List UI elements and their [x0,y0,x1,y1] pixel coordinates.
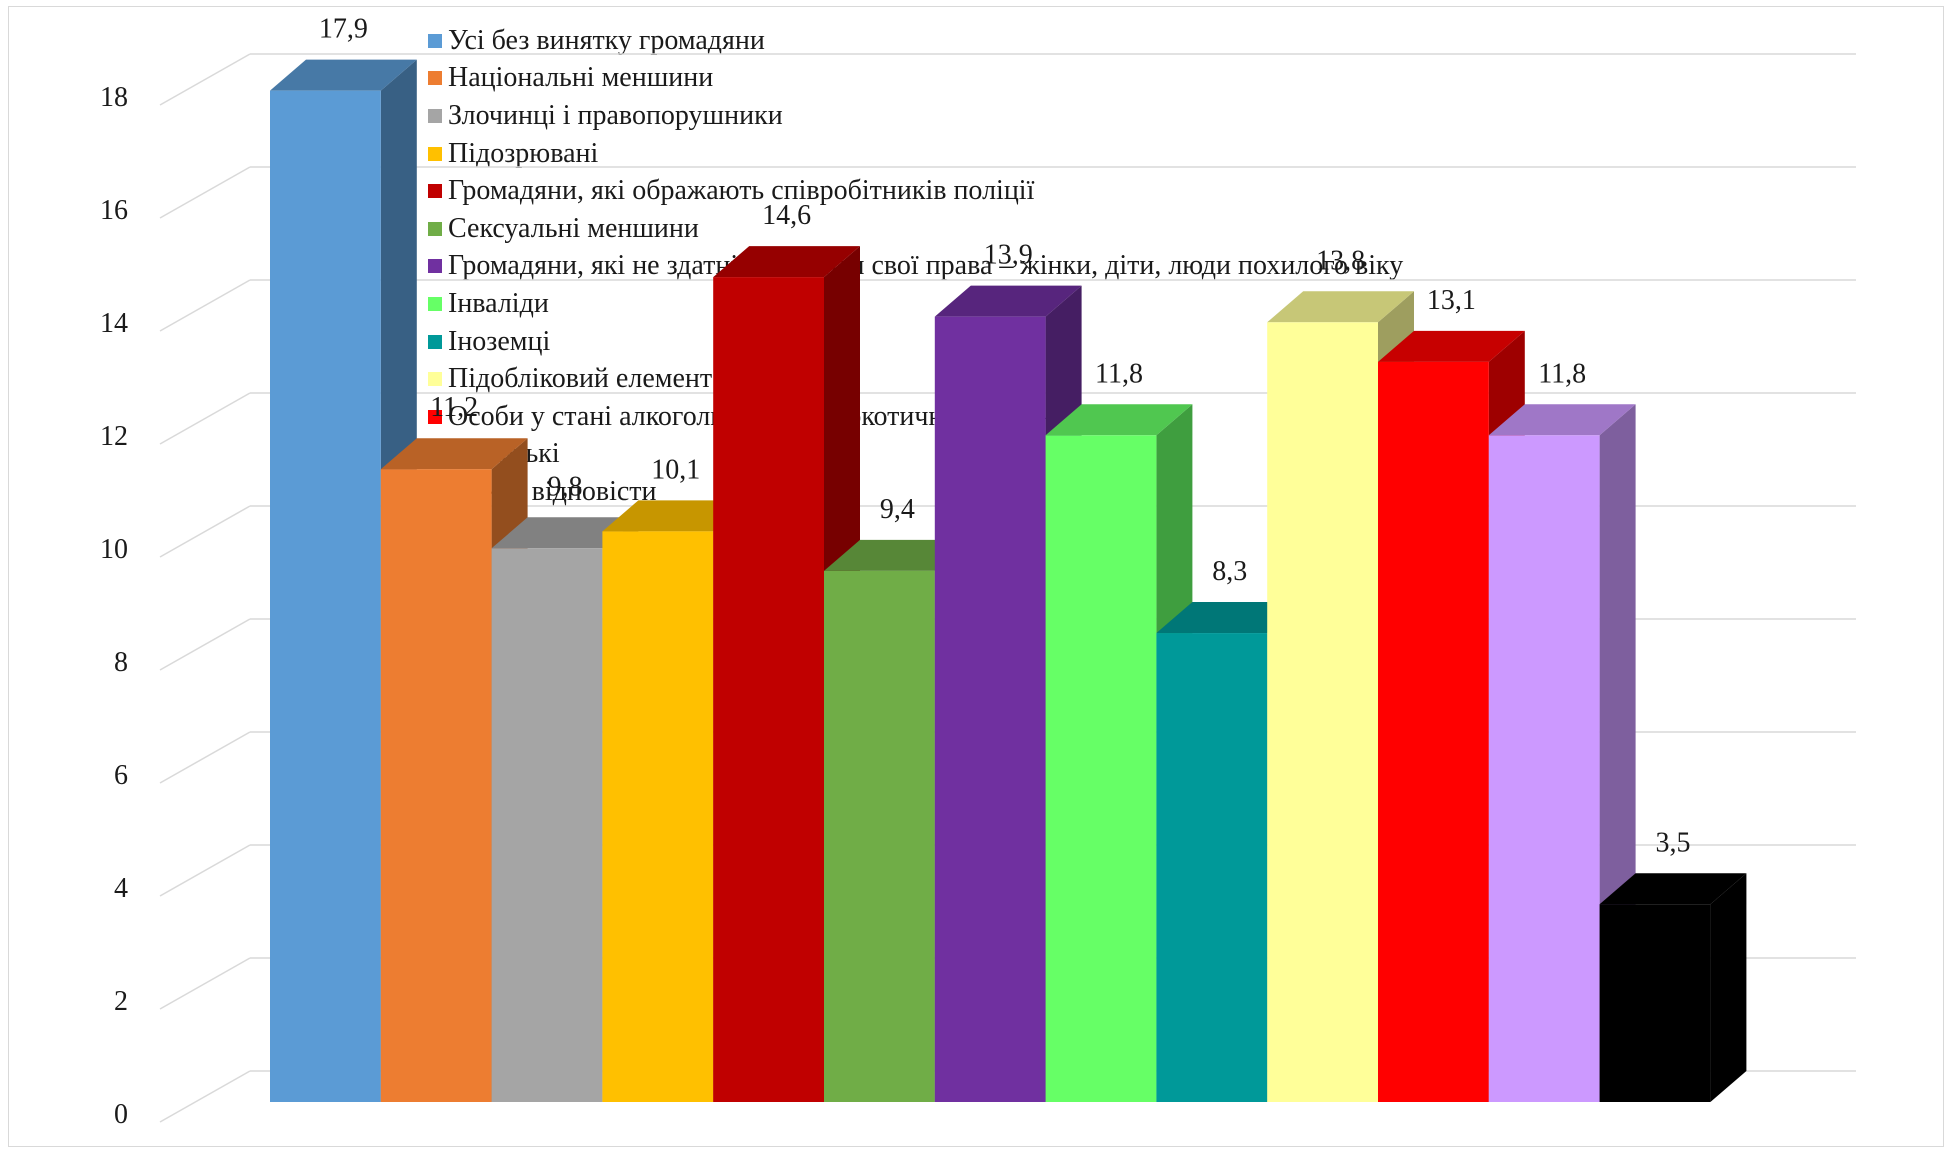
bar-front [270,90,381,1102]
legend-item: Сексуальні меншини [428,210,1403,248]
data-label: 9,8 [548,471,583,502]
data-labels: 17,9 11,2 9,8 10,1 14,6 9,4 13,9 11,8 8,3 13,8 13,… [319,14,1691,859]
legend-item: Громадяни, які не здатні захистити свої … [428,248,1403,286]
bar-top [824,539,971,571]
data-label: 11,2 [430,392,478,423]
data-label: 13,8 [1316,245,1365,276]
data-label: 11,8 [1095,358,1143,389]
legend-swatch [428,146,442,161]
bar-front [1156,633,1268,1102]
gridline-side [159,1070,251,1123]
bar-front [1267,322,1378,1102]
data-label: 13,1 [1427,285,1476,316]
gridline-side [159,731,251,784]
bar-top [1267,291,1414,323]
y-tick-label: 8 [114,647,128,678]
legend-swatch [428,108,442,123]
gridline-side [159,957,251,1010]
bar-front [934,316,1046,1102]
gridline-side [159,166,251,219]
legend-label: Громадяни, які не здатні захистити свої … [448,250,1404,282]
legend-item: Громадяни, які ображають співробітників … [428,172,1403,210]
legend-item: Підобліковий елемент [428,360,1403,398]
bar-top [491,517,639,549]
bar-side [1710,873,1747,1102]
gridline-side [159,844,251,897]
bar-top [1488,404,1636,436]
y-tick-label: 16 [100,195,128,226]
legend-label: Національні меншини [448,62,714,94]
y-tick-label: 2 [114,986,128,1017]
legend-item: Злочинці і правопорушники [428,97,1403,135]
bar-front [824,570,935,1102]
legend-label: Підобліковий елемент [448,363,713,395]
legend-item: Інваліди [428,285,1403,323]
bar-front [1599,904,1711,1102]
gridline-side [159,279,251,332]
legend-swatch [428,33,442,48]
legend-swatch [428,296,442,311]
bar-top [1378,330,1525,362]
legend-item: Іноземці [428,323,1403,361]
chart-legend: Усі без винятку громадяни Національні мен… [428,22,1403,511]
legend-swatch [428,334,442,349]
legend-swatch [428,259,442,274]
legend-swatch [428,184,442,199]
bar-top [1156,602,1304,634]
bar-front [713,277,824,1103]
bar-top [602,500,750,532]
data-label: 10,1 [651,454,700,485]
bar-front [1488,435,1600,1102]
bar-front [1378,361,1489,1103]
legend-label: Підозрювані [448,137,599,169]
bar-top [934,285,1082,317]
y-tick-label: 10 [100,534,128,565]
bars [270,59,1747,1103]
y-tick-label: 12 [100,421,128,452]
legend-label: Сексуальні меншини [448,212,699,244]
gridline-side [159,505,251,558]
legend-item: Національні меншини [428,60,1403,98]
legend-item: Підозрювані [428,135,1403,173]
gridline-side [159,53,251,106]
legend-swatch [428,221,442,236]
chart-frame [8,6,1944,1147]
bar-front [491,548,603,1102]
data-label: 13,9 [984,240,1033,271]
legend-item: Усі без винятку громадяни [428,22,1403,60]
legend-swatch [428,71,442,86]
bar-front [1045,435,1157,1102]
legend-swatch [428,372,442,387]
data-label: 17,9 [319,14,368,45]
legend-label: Інваліди [448,287,549,319]
bar-top [713,246,860,278]
bar-top [380,438,528,470]
bar [1599,873,1747,1102]
legend-label: Усі без винятку громадяни [448,24,765,56]
bar-front [602,531,714,1102]
data-label: 11,8 [1538,358,1586,389]
legend-label: Злочинці і правопорушники [448,99,783,131]
y-tick-label: 4 [114,873,128,904]
y-tick-label: 14 [100,308,128,339]
y-axis: 0 2 4 6 8 10 12 14 16 18 [100,82,128,1130]
y-tick-label: 18 [100,82,128,113]
bar-top [1045,404,1193,436]
legend-label: Громадяни, які ображають співробітників … [448,175,1035,207]
legend-label: Іноземці [448,325,551,357]
data-label: 14,6 [762,200,811,231]
gridline-side [159,618,251,671]
y-tick-label: 0 [114,1099,128,1130]
bar-front [380,469,492,1102]
legend-swatch [428,409,442,424]
gridline-side [159,392,251,445]
bar-top [270,59,417,91]
data-label: 3,5 [1656,827,1691,858]
bar-top [1599,873,1747,905]
y-tick-label: 6 [114,760,128,791]
data-label: 9,4 [880,494,915,525]
data-label: 8,3 [1212,556,1247,587]
